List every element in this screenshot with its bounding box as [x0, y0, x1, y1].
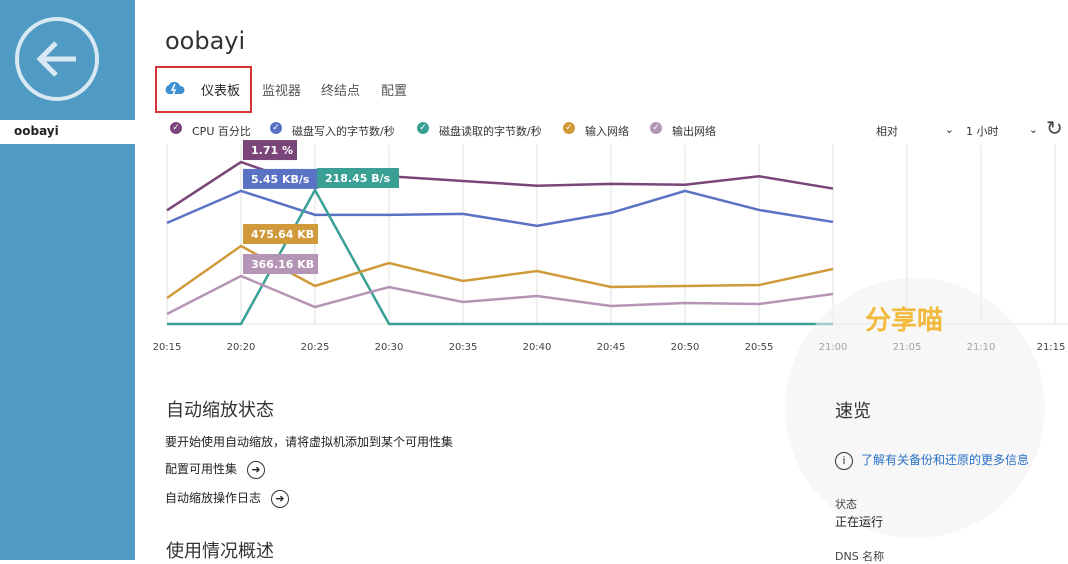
data-label: 475.64 KB — [251, 228, 314, 241]
legend-swatch[interactable]: ✓ — [417, 122, 429, 134]
mode-select[interactable]: 相对 ⌄ — [876, 123, 954, 138]
link-text[interactable]: 配置可用性集 — [165, 462, 238, 476]
x-tick-label: 20:30 — [375, 342, 404, 353]
data-label-box — [243, 168, 318, 189]
tab-highlight — [155, 66, 252, 113]
legend-swatch[interactable]: ✓ — [563, 122, 575, 134]
quick-title: 速览 — [835, 401, 871, 422]
tab[interactable]: 仪表板 — [201, 84, 241, 99]
legend-label[interactable]: 输入网络 — [585, 125, 629, 138]
info-link[interactable]: i 了解有关备份和还原的更多信息 — [835, 451, 1029, 470]
range-select[interactable]: 1 小时 ⌄ — [966, 123, 1038, 138]
page-title: oobayi — [165, 27, 246, 55]
link[interactable]: 配置可用性集 ➜ — [165, 460, 265, 479]
range-label[interactable]: 1 小时 — [966, 125, 999, 138]
data-label: 5.45 KB/s — [251, 173, 310, 186]
data-label: 218.45 B/s — [325, 172, 391, 185]
legend-label[interactable]: 磁盘读取的字节数/秒 — [439, 125, 542, 138]
chart: 20:15 20:20 20:25 20:30 20:35 20:40 20:45 20:50… — [153, 140, 1068, 353]
tab[interactable]: 终结点 — [321, 84, 361, 99]
sidebar-item-label[interactable]: oobayi — [14, 124, 59, 138]
tab[interactable]: 配置 — [381, 84, 408, 99]
data-label-box — [243, 254, 318, 275]
data-label-box — [243, 223, 318, 244]
legend-label[interactable]: 磁盘写入的字节数/秒 — [292, 125, 395, 138]
link[interactable]: 自动缩放操作日志 ➜ — [165, 489, 289, 508]
tab[interactable]: 监视器 — [262, 84, 302, 99]
link-text[interactable]: 自动缩放操作日志 — [165, 491, 262, 505]
series-line — [166, 189, 834, 228]
status-value: 正在运行 — [835, 515, 884, 529]
data-label-box — [317, 167, 399, 188]
tab-icon — [165, 81, 185, 96]
x-tick-label: 20:50 — [671, 342, 700, 353]
watermark-text: 分享喵 — [865, 306, 944, 336]
mode-label[interactable]: 相对 — [876, 125, 898, 138]
status-label: 状态 — [835, 498, 857, 511]
x-tick-label: 20:25 — [301, 342, 330, 353]
data-label: 366.16 KB — [251, 258, 314, 271]
sidebar — [0, 0, 135, 560]
back-button[interactable] — [14, 17, 100, 103]
sidebar-item[interactable] — [0, 120, 135, 144]
legend-swatch[interactable]: ✓ — [650, 122, 662, 134]
refresh-button[interactable]: ↻ — [1046, 116, 1063, 140]
legend-swatch[interactable]: ✓ — [170, 122, 182, 134]
legend-label[interactable]: CPU 百分比 — [192, 125, 251, 138]
legend-swatch[interactable]: ✓ — [270, 122, 282, 134]
data-label: 1.71 % — [251, 144, 293, 157]
dns-label: DNS 名称 — [835, 550, 885, 563]
data-label-box — [243, 140, 297, 161]
watermark — [785, 278, 1045, 538]
x-tick-label: 20:45 — [597, 342, 626, 353]
x-tick-label: 21:15 — [1037, 342, 1066, 353]
section-title: 使用情况概述 — [166, 541, 274, 562]
legend-label[interactable]: 输出网络 — [672, 125, 716, 138]
x-tick-label: 20:35 — [449, 342, 478, 353]
autoscale-text: 要开始使用自动缩放，请将虚拟机添加到某个可用性集 — [165, 435, 454, 449]
section-title: 自动缩放状态 — [166, 400, 274, 421]
series-line — [166, 274, 834, 316]
x-tick-label: 20:40 — [523, 342, 552, 353]
x-tick-label: 20:15 — [153, 342, 182, 353]
x-tick-label: 20:55 — [745, 342, 774, 353]
info-link-text[interactable]: 了解有关备份和还原的更多信息 — [861, 453, 1030, 467]
x-tick-label: 20:20 — [227, 342, 256, 353]
